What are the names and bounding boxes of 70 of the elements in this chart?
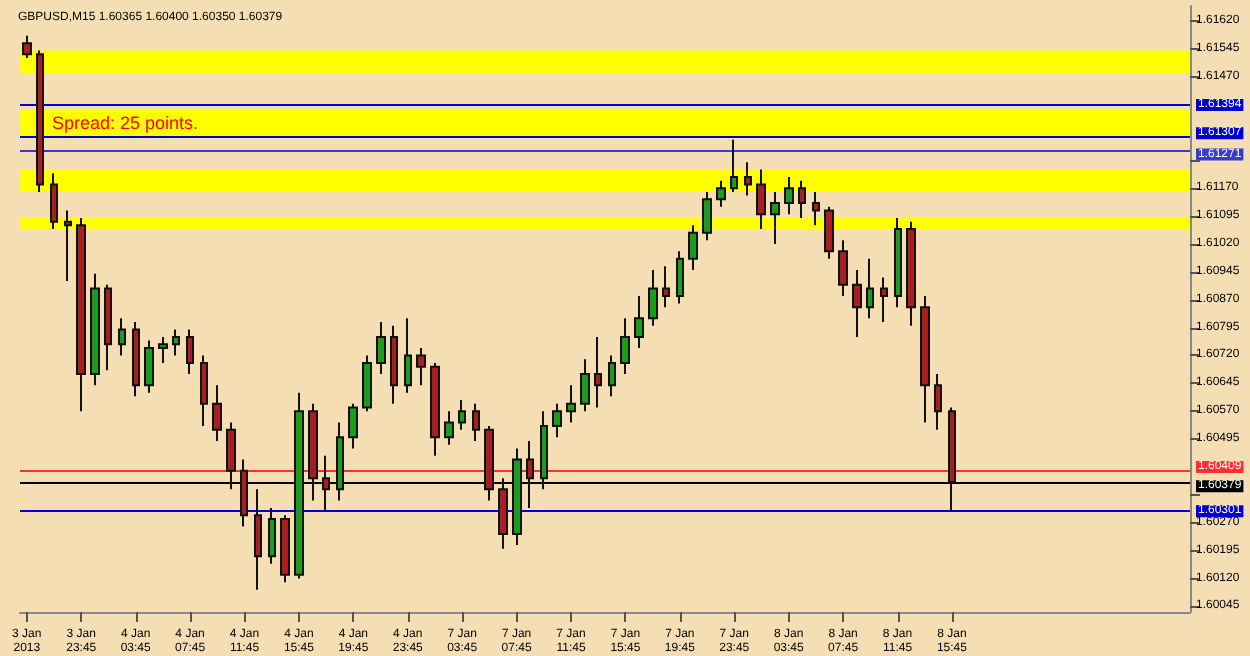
candlestick	[716, 179, 726, 208]
candlestick	[348, 402, 358, 450]
candlestick	[866, 257, 874, 320]
candlestick	[484, 425, 494, 502]
candlestick	[798, 179, 806, 219]
candlestick	[620, 317, 630, 376]
candlestick	[580, 358, 590, 413]
candlestick	[36, 49, 44, 193]
candlestick	[634, 294, 644, 350]
candlestick	[76, 216, 86, 413]
candlestick	[226, 421, 236, 491]
candlestick	[920, 294, 930, 424]
candlestick	[308, 402, 318, 502]
candlestick	[648, 268, 658, 327]
candlestick	[472, 402, 480, 442]
candlestick	[702, 190, 712, 242]
candlestick	[756, 168, 766, 231]
candlestick	[526, 439, 534, 509]
candlestick	[200, 354, 208, 428]
candlestick	[838, 239, 848, 297]
candlestick	[240, 458, 248, 528]
candlestick	[144, 339, 154, 394]
candlestick	[268, 506, 276, 565]
candlestick	[688, 224, 698, 271]
candlestick	[22, 34, 32, 60]
candlestick	[444, 410, 454, 446]
candlestick	[416, 347, 426, 387]
candlestick	[254, 488, 262, 591]
candlestick	[512, 447, 522, 547]
candlestick	[64, 209, 72, 283]
candlestick	[158, 335, 168, 364]
candlestick	[118, 317, 126, 357]
candlestick	[390, 324, 398, 405]
candlestick	[322, 454, 330, 513]
candlestick	[294, 391, 304, 580]
candlestick	[498, 477, 508, 550]
candlestick	[894, 216, 902, 309]
candlestick	[212, 384, 222, 442]
candlestick	[280, 514, 290, 584]
candlestick	[662, 265, 670, 309]
candlestick	[404, 317, 412, 394]
candlestick	[336, 421, 344, 502]
candlestick	[608, 354, 616, 398]
candlestick	[172, 328, 180, 357]
candlestick	[458, 399, 466, 431]
annotation: Spread: 25 points.	[52, 113, 199, 133]
candlestick	[770, 190, 780, 245]
candlestick	[934, 373, 942, 431]
candlestick	[594, 335, 602, 409]
candlestick	[430, 361, 440, 457]
candlestick	[880, 276, 888, 324]
candlestick	[90, 272, 100, 387]
candlestick	[824, 205, 834, 260]
candlestick	[104, 283, 112, 372]
candlestick	[132, 321, 140, 398]
candlestick	[852, 268, 862, 338]
candlestick	[784, 176, 794, 216]
candlestick	[50, 172, 58, 231]
candlestick	[186, 328, 194, 376]
candlestick	[540, 410, 548, 491]
candlestick	[552, 402, 562, 439]
candlestick	[376, 321, 386, 376]
candlestick	[906, 220, 916, 327]
candlestick	[676, 250, 684, 305]
candlestick	[744, 161, 752, 197]
candlestick	[566, 384, 576, 424]
candlestick	[730, 138, 738, 193]
candlestick	[948, 406, 956, 513]
candlestick	[812, 190, 820, 227]
candlestick	[362, 354, 372, 413]
